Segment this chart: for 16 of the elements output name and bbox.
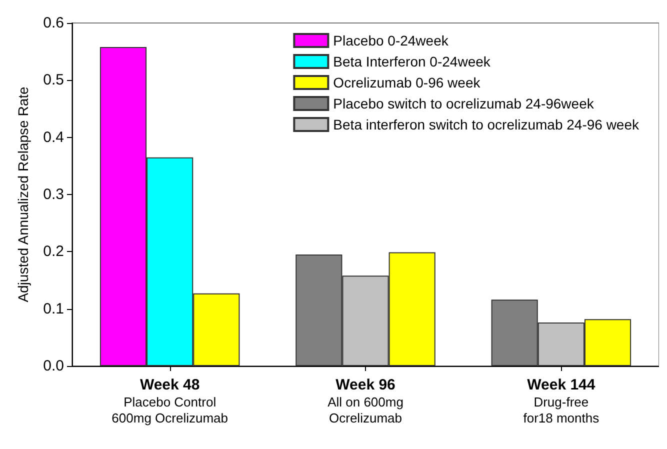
y-tick-label: 0.4 bbox=[43, 128, 64, 146]
y-tick-label: 0.5 bbox=[43, 72, 64, 89]
y-tick-label: 0.6 bbox=[43, 14, 64, 32]
y-tick-label: 0.3 bbox=[43, 186, 64, 203]
legend-label: Beta interferon switch to ocrelizumab 24-96 week bbox=[333, 116, 640, 132]
x-tick-label: Week 48 Placebo Control 600mg Ocrelizumab bbox=[112, 376, 228, 426]
y-axis-title: Adjusted Annualized Relapse Rate bbox=[15, 86, 31, 302]
y-tick-label: 0.2 bbox=[43, 243, 64, 260]
legend-label: Placebo 0-24week bbox=[333, 32, 450, 48]
y-tick-label: 0.0 bbox=[43, 358, 64, 374]
legend-label: Placebo switch to ocrelizumab 24-96week bbox=[333, 96, 595, 112]
x-tick-label: Week 96 All on 600mg Ocrelizumab bbox=[328, 376, 404, 426]
y-tick-label: 0.1 bbox=[43, 300, 64, 318]
x-tick-label: Week 144 Drug-free for18 months bbox=[523, 376, 600, 426]
legend-label: Ocrelizumab 0-96 week bbox=[333, 74, 482, 90]
legend-label: Beta Interferon 0-24week bbox=[333, 54, 492, 70]
